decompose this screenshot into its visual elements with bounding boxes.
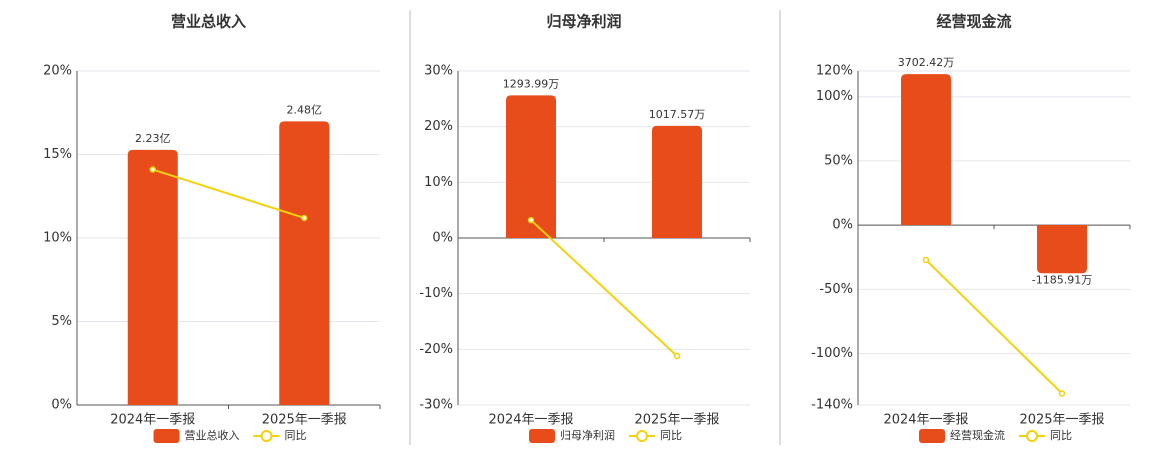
line bbox=[530, 219, 678, 357]
line bbox=[925, 259, 1063, 395]
chart-title: 经营现金流 bbox=[936, 13, 1011, 31]
line bbox=[152, 168, 305, 219]
y-tick-label: -100% bbox=[811, 346, 853, 361]
y-tick-label: 30% bbox=[424, 64, 453, 79]
value-label: 3702.42万 bbox=[898, 56, 955, 69]
bar bbox=[901, 74, 951, 225]
y-tick-label: 0% bbox=[832, 218, 853, 233]
chart-title: 归母净利润 bbox=[546, 13, 621, 31]
bar bbox=[279, 121, 330, 405]
legend-label: 同比 bbox=[1050, 429, 1072, 442]
legend-swatch bbox=[636, 430, 648, 442]
value-label: 1017.57万 bbox=[649, 108, 706, 121]
value-label: 2.23亿 bbox=[135, 132, 171, 145]
legend-label: 同比 bbox=[285, 429, 307, 442]
y-tick-label: -140% bbox=[811, 398, 853, 413]
y-tick-label: 10% bbox=[424, 175, 453, 190]
y-tick-label: 5% bbox=[51, 314, 72, 329]
x-tick-label: 2025年一季报 bbox=[262, 413, 347, 428]
chart-title: 营业总收入 bbox=[171, 13, 246, 31]
x-tick-label: 2025年一季报 bbox=[1019, 413, 1104, 428]
line-point bbox=[301, 214, 308, 222]
line-point bbox=[1058, 390, 1066, 397]
line-point bbox=[527, 216, 535, 224]
legend-label: 营业总收入 bbox=[185, 428, 240, 442]
legend-swatch bbox=[529, 429, 555, 443]
y-tick-label: 20% bbox=[424, 119, 453, 134]
line-point bbox=[673, 352, 681, 360]
y-tick-label: -20% bbox=[419, 342, 453, 357]
y-tick-label: -30% bbox=[419, 398, 453, 413]
value-label: -1185.91万 bbox=[1032, 273, 1092, 286]
y-tick-label: 20% bbox=[43, 64, 72, 79]
y-tick-label: 50% bbox=[824, 153, 853, 168]
y-tick-label: -10% bbox=[419, 286, 453, 301]
legend-swatch bbox=[153, 429, 180, 443]
value-label: 2.48亿 bbox=[287, 103, 323, 116]
legend-swatch bbox=[260, 430, 273, 442]
bar bbox=[652, 125, 702, 238]
y-tick-label: 10% bbox=[43, 231, 72, 246]
legend-swatch bbox=[1026, 430, 1038, 442]
legend-label: 经营现金流 bbox=[950, 428, 1005, 442]
y-tick-label: 15% bbox=[43, 147, 72, 162]
y-tick-label: 100% bbox=[816, 89, 853, 104]
legend-swatch bbox=[919, 429, 945, 443]
legend-label: 归母净利润 bbox=[560, 428, 615, 442]
x-tick-label: 2024年一季报 bbox=[488, 413, 573, 428]
y-tick-label: 120% bbox=[816, 64, 853, 79]
bar bbox=[1037, 224, 1087, 274]
bar bbox=[506, 95, 556, 239]
y-tick-label: 0% bbox=[51, 398, 72, 413]
legend-label: 同比 bbox=[660, 429, 682, 442]
x-tick-label: 2024年一季报 bbox=[883, 413, 968, 428]
x-tick-label: 2024年一季报 bbox=[110, 413, 195, 428]
y-tick-label: 0% bbox=[432, 231, 453, 246]
y-tick-label: -50% bbox=[819, 282, 853, 297]
value-label: 1293.99万 bbox=[503, 77, 560, 90]
bar bbox=[127, 149, 178, 405]
line-point bbox=[922, 256, 930, 264]
line-point bbox=[149, 166, 156, 173]
x-tick-label: 2025年一季报 bbox=[634, 413, 719, 428]
